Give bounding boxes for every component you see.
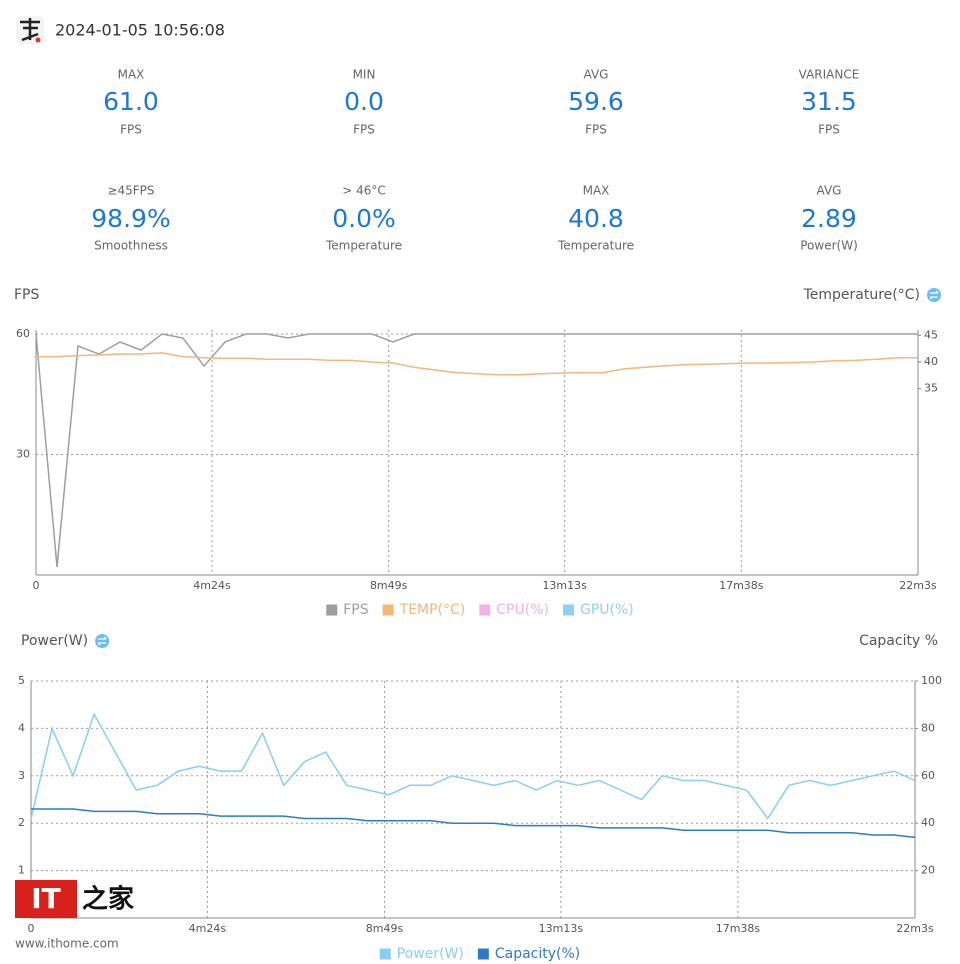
toggle-icon-arrows <box>97 636 107 646</box>
y-tick-label: 5 <box>18 674 25 687</box>
stat-value: 2.89 <box>801 204 857 233</box>
legend-label: CPU(%) <box>496 602 549 618</box>
legend: Power(W) Capacity(%) <box>379 946 580 962</box>
y2-axis-title: Temperature(°C) <box>803 287 920 303</box>
stat-label: VARIANCE <box>799 68 860 82</box>
y-tick-label: 60 <box>16 327 30 340</box>
stat-value: 59.6 <box>568 87 624 116</box>
stat-value: 31.5 <box>801 87 857 116</box>
x-tick-label: 8m49s <box>370 579 408 592</box>
y2-tick-label: 40 <box>921 816 935 829</box>
legend-label: FPS <box>343 602 368 618</box>
series-line <box>30 712 916 820</box>
x-tick-label: 8m49s <box>366 922 404 935</box>
stat-label: AVG <box>817 184 842 198</box>
timestamp: 2024-01-05 10:56:08 <box>55 21 225 40</box>
chart: FPS Temperature(°C) 30 60 35 40 45 0 4m24s 8m49s 1… <box>14 287 941 618</box>
watermark-logo-text: 之家 <box>82 884 134 915</box>
series-line <box>35 333 918 568</box>
stat-unit: Smoothness <box>94 239 168 253</box>
x-tick-label: 17m38s <box>719 579 764 592</box>
y2-tick-label: 60 <box>921 769 935 782</box>
legend-swatch <box>479 604 491 616</box>
legend-label: Capacity(%) <box>495 946 580 962</box>
stat-label: AVG <box>584 68 609 82</box>
y2-tick-label: 35 <box>924 382 938 395</box>
legend-swatch <box>562 604 574 616</box>
x-tick-label: 22m3s <box>896 922 934 935</box>
legend-label: TEMP(°C) <box>399 602 466 618</box>
stat-unit: FPS <box>585 123 607 137</box>
legend: FPS TEMP(°C) CPU(%) GPU(%) <box>326 602 634 618</box>
legend-label: GPU(%) <box>580 602 634 618</box>
x-tick-label: 0 <box>28 922 35 935</box>
y2-tick-label: 80 <box>921 721 935 734</box>
x-tick-label: 13m13s <box>539 922 584 935</box>
stat-label: ≥45FPS <box>107 184 154 198</box>
stat-unit: Power(W) <box>800 239 858 253</box>
legend-swatch <box>477 948 489 960</box>
x-tick-label: 0 <box>33 579 40 592</box>
stat-unit: FPS <box>353 123 375 137</box>
stat-value: 98.9% <box>91 204 170 233</box>
chart: Power(W) Capacity % 1 2 3 4 5 20 40 60 80 100 0 4m24s… <box>18 633 942 962</box>
stat-unit: FPS <box>818 123 840 137</box>
stats: MAX 61.0 FPS MIN 0.0 FPS AVG 59.6 FPS VARIANCE 31.… <box>91 68 859 253</box>
toggle-icon <box>95 634 110 648</box>
stat-value: 40.8 <box>568 204 624 233</box>
legend-swatch <box>326 604 338 616</box>
x-tick-label: 17m38s <box>716 922 761 935</box>
toggle-icon-arrows <box>929 290 939 300</box>
x-tick-label: 13m13s <box>542 579 587 592</box>
y2-tick-label: 100 <box>921 674 942 687</box>
y-tick-label: 3 <box>18 769 25 782</box>
y-tick-label: 30 <box>16 448 30 461</box>
y2-tick-label: 20 <box>921 864 935 877</box>
legend-swatch <box>379 948 391 960</box>
y2-tick-label: 45 <box>924 328 938 341</box>
y-tick-label: 1 <box>18 864 25 877</box>
stat-unit: Temperature <box>557 239 634 253</box>
y-axis-title: Power(W) <box>21 633 88 649</box>
stat-unit: FPS <box>120 123 142 137</box>
x-tick-label: 4m24s <box>189 922 227 935</box>
x-tick-label: 4m24s <box>193 579 231 592</box>
watermark-url: www.ithome.com <box>15 937 119 951</box>
legend-swatch <box>382 604 394 616</box>
y2-axis-title: Capacity % <box>859 633 938 649</box>
y-tick-label: 2 <box>18 816 25 829</box>
stat-label: MAX <box>583 184 610 198</box>
toggle-icon <box>927 288 941 302</box>
stat-label: > 46°C <box>342 184 386 198</box>
y-axis-title: FPS <box>14 287 39 303</box>
watermark: IT 之家 www.ithome.com <box>15 880 134 951</box>
stat-value: 0.0% <box>332 204 396 233</box>
stat-label: MAX <box>118 68 145 82</box>
legend-label: Power(W) <box>397 946 464 962</box>
stat-label: MIN <box>353 68 376 82</box>
series-line <box>36 352 918 376</box>
stat-value: 61.0 <box>103 87 159 116</box>
x-tick-label: 22m3s <box>899 579 937 592</box>
watermark-logo: IT <box>31 882 61 915</box>
avatar <box>16 16 44 44</box>
stat-unit: Temperature <box>325 239 402 253</box>
stat-value: 0.0 <box>344 87 384 116</box>
y2-tick-label: 40 <box>924 355 938 368</box>
y-tick-label: 4 <box>18 721 25 734</box>
series-line <box>31 808 916 839</box>
